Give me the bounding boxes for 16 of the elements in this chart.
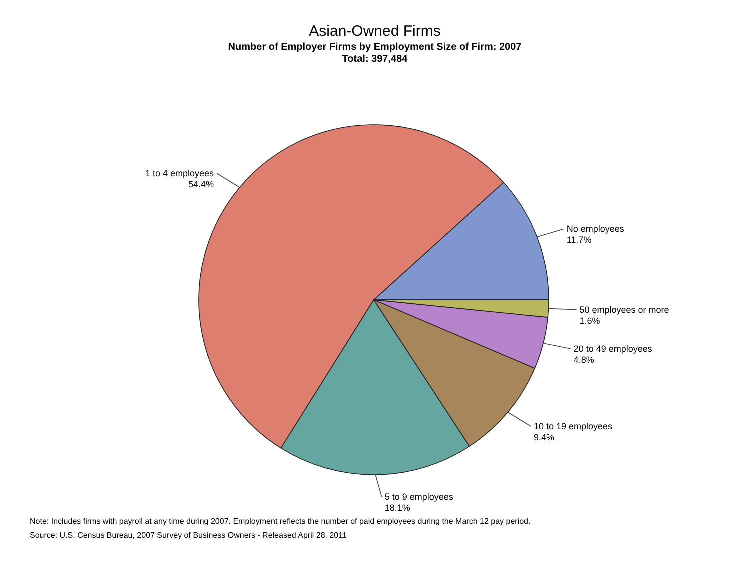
data-label: 9.4% bbox=[534, 432, 555, 443]
data-label: 4.8% bbox=[574, 354, 594, 365]
data-label: 18.1% bbox=[384, 502, 410, 513]
chart-title: Asian-Owned Firms bbox=[309, 23, 441, 40]
chart-subtitle: Number of Employer Firms by Employment Size of Firm: 2007 Total: 397,484 bbox=[228, 42, 522, 65]
slice-label: 10 to 19 employees bbox=[534, 422, 614, 432]
slice-label: 50 employees or more bbox=[580, 304, 670, 315]
slice-label: 1 to 4 employees bbox=[145, 168, 214, 178]
slice-label: No employees bbox=[566, 224, 625, 234]
data-label: 1.6% bbox=[580, 316, 600, 326]
source-note: Source: U.S. Census Bureau, 2007 Survey of Business Owners - Released April 28, 2011 bbox=[30, 531, 348, 540]
data-label: 11.7% bbox=[566, 235, 592, 246]
slice-label: 20 to 49 employees bbox=[574, 344, 653, 354]
slice-label: 5 to 9 employees bbox=[384, 492, 454, 502]
data-label: 54.4% bbox=[188, 179, 214, 190]
text: Note: Includes firms with payroll at any time during 2007. Employment reflects the number of paid employees during the March 12 pay period. bbox=[30, 517, 531, 526]
